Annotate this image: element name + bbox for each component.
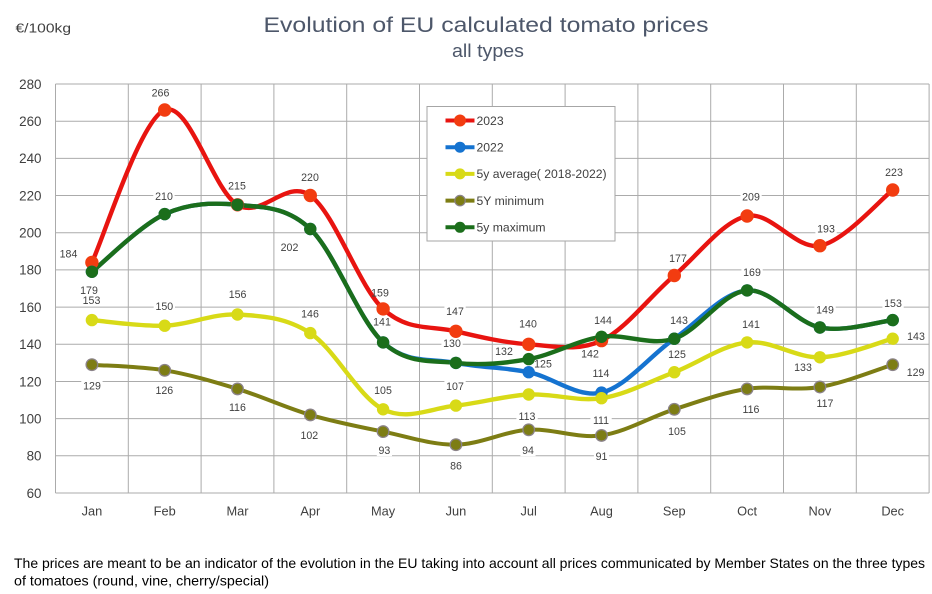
svg-text:177: 177 <box>669 253 687 265</box>
svg-text:111: 111 <box>593 415 609 427</box>
svg-text:193: 193 <box>817 223 835 235</box>
svg-text:all types: all types <box>452 41 524 61</box>
svg-text:153: 153 <box>83 295 101 307</box>
svg-text:5y average( 2018-2022): 5y average( 2018-2022) <box>477 167 607 181</box>
svg-text:180: 180 <box>19 263 41 278</box>
svg-text:5Y minimum: 5Y minimum <box>477 194 545 208</box>
svg-text:169: 169 <box>743 267 761 279</box>
svg-text:100: 100 <box>19 411 41 426</box>
svg-text:156: 156 <box>229 289 247 301</box>
svg-text:202: 202 <box>281 242 299 254</box>
svg-text:113: 113 <box>519 411 536 423</box>
svg-text:153: 153 <box>884 298 902 310</box>
svg-text:Dec: Dec <box>881 504 904 519</box>
svg-text:86: 86 <box>450 460 462 472</box>
svg-text:200: 200 <box>19 226 41 241</box>
svg-text:€/100kg: €/100kg <box>16 21 72 36</box>
svg-text:125: 125 <box>668 349 686 361</box>
svg-text:2023: 2023 <box>477 114 504 128</box>
svg-text:146: 146 <box>301 309 319 321</box>
svg-text:The prices are meant to be an: The prices are meant to be an indicator … <box>14 555 925 571</box>
svg-text:133: 133 <box>794 362 812 374</box>
svg-text:116: 116 <box>229 402 246 414</box>
svg-text:Jul: Jul <box>521 504 537 519</box>
svg-text:130: 130 <box>443 338 461 350</box>
svg-text:126: 126 <box>155 385 173 397</box>
svg-text:147: 147 <box>446 306 464 318</box>
svg-text:140: 140 <box>519 318 537 330</box>
svg-text:132: 132 <box>495 346 513 358</box>
svg-text:2022: 2022 <box>477 141 504 155</box>
svg-text:Feb: Feb <box>154 504 176 519</box>
svg-text:80: 80 <box>27 449 42 464</box>
svg-text:240: 240 <box>19 151 41 166</box>
svg-text:91: 91 <box>596 451 608 463</box>
svg-text:102: 102 <box>300 430 318 442</box>
svg-text:5y maximum: 5y maximum <box>477 221 546 235</box>
svg-text:220: 220 <box>19 188 41 203</box>
svg-text:260: 260 <box>19 114 41 129</box>
svg-text:280: 280 <box>19 77 41 92</box>
svg-text:117: 117 <box>817 398 834 410</box>
svg-text:129: 129 <box>907 367 925 379</box>
svg-text:105: 105 <box>374 385 392 397</box>
svg-text:May: May <box>371 504 396 519</box>
svg-text:144: 144 <box>594 315 612 327</box>
svg-text:107: 107 <box>446 381 464 393</box>
svg-text:105: 105 <box>668 426 686 438</box>
svg-text:143: 143 <box>670 315 688 327</box>
svg-text:Mar: Mar <box>226 504 249 519</box>
svg-text:of tomatoes (round, vine, cher: of tomatoes (round, vine, cherry/special… <box>14 573 269 589</box>
svg-text:Nov: Nov <box>809 504 832 519</box>
svg-text:179: 179 <box>80 285 98 297</box>
svg-text:159: 159 <box>371 287 389 299</box>
svg-text:Evolution of EU calculated tom: Evolution of EU calculated tomato prices <box>264 13 709 37</box>
svg-text:125: 125 <box>534 358 552 370</box>
svg-text:220: 220 <box>301 172 319 184</box>
svg-text:141: 141 <box>373 316 391 328</box>
svg-text:143: 143 <box>907 331 925 343</box>
svg-text:160: 160 <box>19 300 41 315</box>
svg-text:114: 114 <box>593 368 610 380</box>
svg-text:Jan: Jan <box>82 504 103 519</box>
svg-text:149: 149 <box>816 304 834 316</box>
svg-text:129: 129 <box>83 380 101 392</box>
svg-text:116: 116 <box>743 404 760 416</box>
svg-text:142: 142 <box>581 348 599 360</box>
svg-text:184: 184 <box>60 248 78 260</box>
svg-text:150: 150 <box>155 301 173 313</box>
svg-text:120: 120 <box>19 374 41 389</box>
svg-text:266: 266 <box>152 87 170 99</box>
svg-text:Jun: Jun <box>446 504 467 519</box>
svg-text:Apr: Apr <box>300 504 321 519</box>
svg-text:209: 209 <box>742 191 760 203</box>
svg-text:215: 215 <box>228 180 246 192</box>
svg-text:93: 93 <box>379 445 391 457</box>
svg-text:94: 94 <box>522 445 534 457</box>
svg-text:223: 223 <box>885 167 903 179</box>
svg-text:Aug: Aug <box>590 504 613 519</box>
svg-text:Oct: Oct <box>737 504 757 519</box>
svg-text:60: 60 <box>27 486 42 501</box>
svg-text:210: 210 <box>155 191 173 203</box>
svg-text:141: 141 <box>742 319 760 331</box>
svg-text:140: 140 <box>19 337 41 352</box>
svg-text:Sep: Sep <box>663 504 686 519</box>
